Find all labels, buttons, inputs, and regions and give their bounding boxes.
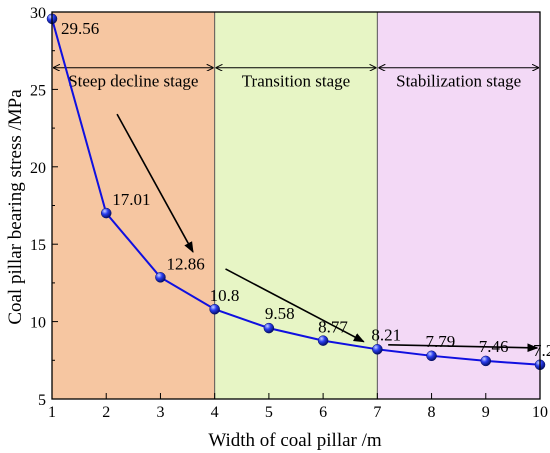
data-label: 29.56 bbox=[61, 19, 99, 38]
data-label: 10.8 bbox=[210, 286, 240, 305]
trend-arrow bbox=[388, 343, 539, 353]
x-tick-label: 1 bbox=[48, 404, 56, 421]
stage-label: Stabilization stage bbox=[396, 72, 521, 91]
data-label: 7.79 bbox=[426, 332, 456, 351]
x-tick-label: 4 bbox=[211, 404, 219, 421]
stage-band bbox=[52, 12, 215, 399]
x-tick-label: 8 bbox=[428, 404, 436, 421]
data-point bbox=[480, 355, 492, 367]
y-tick-label: 5 bbox=[38, 392, 46, 409]
data-point bbox=[263, 322, 275, 334]
data-label: 17.01 bbox=[112, 190, 150, 209]
data-point bbox=[155, 272, 166, 283]
data-label: 7.46 bbox=[479, 337, 509, 356]
x-tick-label: 7 bbox=[373, 404, 381, 421]
x-tick-label: 2 bbox=[102, 404, 110, 421]
x-tick-label: 9 bbox=[482, 404, 490, 421]
data-label: 9.58 bbox=[265, 304, 295, 323]
y-tick-label: 15 bbox=[30, 237, 46, 254]
data-label: 8.77 bbox=[318, 318, 348, 337]
stage-band bbox=[214, 12, 378, 399]
stage-band bbox=[377, 12, 540, 399]
data-point bbox=[372, 344, 383, 355]
series-layer: 29.56 17.01 12.86 10.8 9.58 8.77 8.21 7.79 7.46 7… bbox=[46, 13, 550, 371]
x-axis-label: Width of coal pillar /m bbox=[208, 430, 382, 451]
y-tick-label: 20 bbox=[30, 160, 46, 177]
data-label: 12.86 bbox=[166, 254, 204, 273]
trend-arrows bbox=[116, 113, 539, 353]
trend-arrow bbox=[225, 268, 365, 343]
x-tick-label: 3 bbox=[156, 404, 164, 421]
series-line bbox=[51, 18, 541, 366]
data-point bbox=[317, 335, 329, 346]
data-point bbox=[100, 207, 112, 219]
data-point bbox=[426, 350, 437, 362]
data-label: 7.21 bbox=[533, 341, 550, 360]
x-tick-label: 5 bbox=[265, 404, 273, 421]
x-tick-label: 10 bbox=[532, 404, 548, 421]
axes: 1 2 3 4 5 6 7 8 9 10 5 10 15 20 25 30 bbox=[30, 5, 548, 421]
stage-label: Transition stage bbox=[242, 72, 350, 91]
x-tick-label: 6 bbox=[319, 404, 327, 421]
stage-label: Steep decline stage bbox=[68, 72, 198, 91]
data-label: 8.21 bbox=[371, 325, 401, 344]
y-tick-label: 25 bbox=[30, 82, 46, 99]
y-tick-label: 30 bbox=[30, 5, 46, 22]
trend-arrow bbox=[116, 113, 194, 253]
data-point bbox=[209, 303, 220, 315]
y-tick-label: 10 bbox=[30, 315, 46, 332]
y-axis-label: Coal pillar bearing stress /MPa bbox=[5, 89, 26, 325]
